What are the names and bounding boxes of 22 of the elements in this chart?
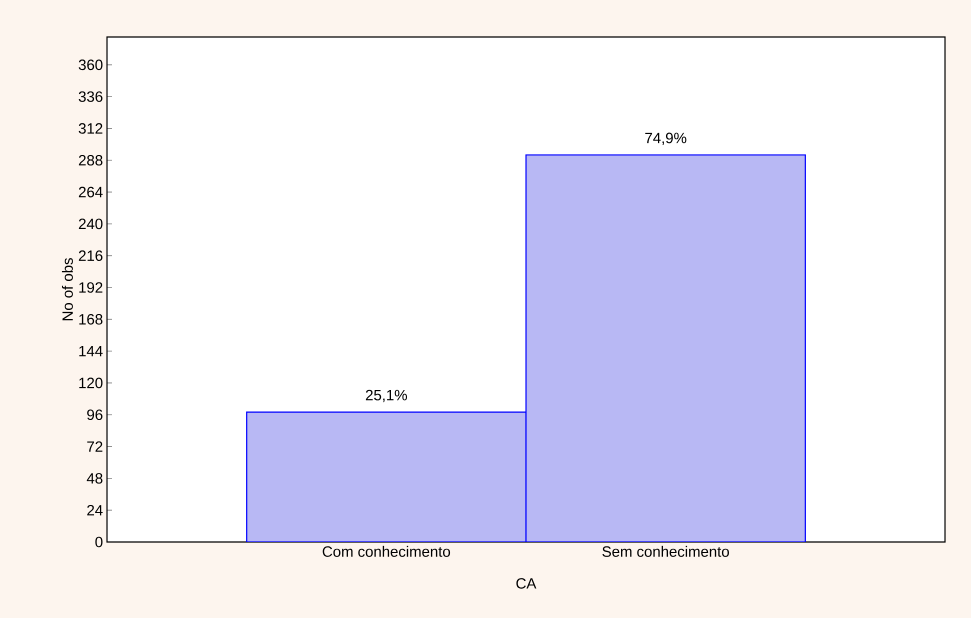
y-tick-label: 0 [95, 536, 102, 548]
y-tick-label: 240 [78, 218, 102, 230]
y-tick-label: 168 [79, 314, 102, 325]
y-tick-label: 288 [78, 154, 102, 166]
y-tick-label: 264 [78, 186, 103, 198]
annotation: 25,1% [366, 390, 407, 402]
x-tick-label: Sem conhecimento [602, 546, 729, 557]
y-tick-label: 48 [86, 473, 102, 484]
y-tick-label: 120 [79, 378, 102, 388]
y-tick-label: 192 [79, 282, 102, 293]
y-tick-label: 312 [78, 123, 102, 134]
y-axis-title: No of obs [62, 258, 73, 320]
y-tick-label: 24 [87, 504, 103, 516]
y-tick-label: 72 [87, 441, 102, 452]
y-tick-label: 216 [78, 250, 102, 261]
annotation: 74,9% [645, 132, 686, 146]
y-tick-label: 360 [78, 60, 102, 70]
y-tick-label: 336 [78, 91, 102, 102]
y-tick-label: 144 [79, 346, 103, 356]
x-axis-title: CA [516, 578, 536, 589]
y-tick-label: 96 [87, 409, 102, 420]
x-tick-label: Com conhecimento [322, 546, 450, 557]
